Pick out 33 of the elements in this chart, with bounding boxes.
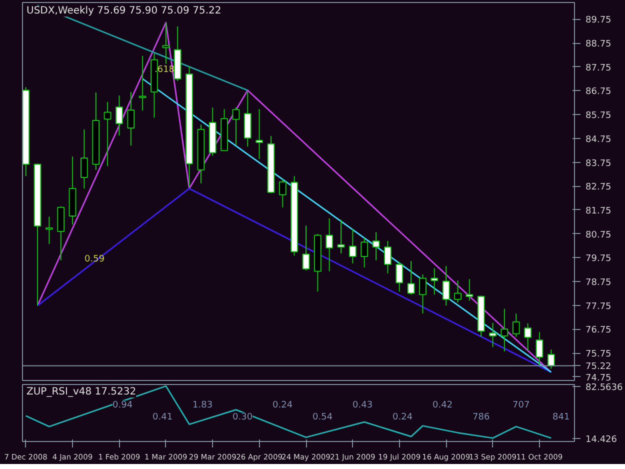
annotation: 1.83 — [192, 400, 213, 410]
y-tick-label: 77.75 — [586, 302, 612, 312]
annotation: 0.24 — [272, 400, 293, 410]
y-tick-label: 84.75 — [586, 134, 612, 145]
y-tick-label: 86.75 — [586, 87, 612, 98]
annotation: 841 — [552, 412, 570, 422]
ref-line-label: 75.22 — [586, 362, 612, 372]
annotation: 0.43 — [352, 400, 373, 410]
y-tick-label: 14.426 — [586, 434, 618, 445]
y-tick-label: 76.75 — [586, 326, 612, 336]
annotation: 0.24 — [392, 412, 413, 422]
chart-title: USDX,Weekly 75.69 75.90 75.09 75.22 — [26, 6, 222, 16]
y-tick-label: 85.75 — [586, 111, 612, 122]
annotation: 0.94 — [112, 400, 133, 410]
y-tick-label: 87.75 — [586, 63, 612, 74]
y-tick-label: 80.75 — [586, 230, 612, 240]
y-tick-label: 78.75 — [586, 278, 612, 288]
annotation: 707 — [512, 400, 530, 410]
y-tick-label: 79.75 — [586, 254, 612, 264]
annotation: 0.30 — [232, 412, 253, 422]
y-tick-label: 88.75 — [586, 40, 612, 50]
annotation: 0.54 — [312, 412, 333, 422]
annotation: 786 — [472, 412, 490, 422]
y-tick-label: 82.75 — [586, 182, 612, 193]
y-tick-label: 75.75 — [586, 350, 612, 360]
y-tick-label: 74.75 — [586, 373, 612, 384]
annotation: 0.42 — [432, 400, 453, 410]
y-tick-label: 81.75 — [586, 206, 612, 216]
y-tick-label: 82.5636 — [586, 382, 623, 393]
chart-title: ZUP_RSI_v48 17.5232 — [26, 386, 136, 398]
y-tick-label: 89.75 — [586, 16, 612, 26]
annotation: 0.41 — [152, 412, 173, 422]
y-tick-label: 83.75 — [586, 158, 612, 169]
